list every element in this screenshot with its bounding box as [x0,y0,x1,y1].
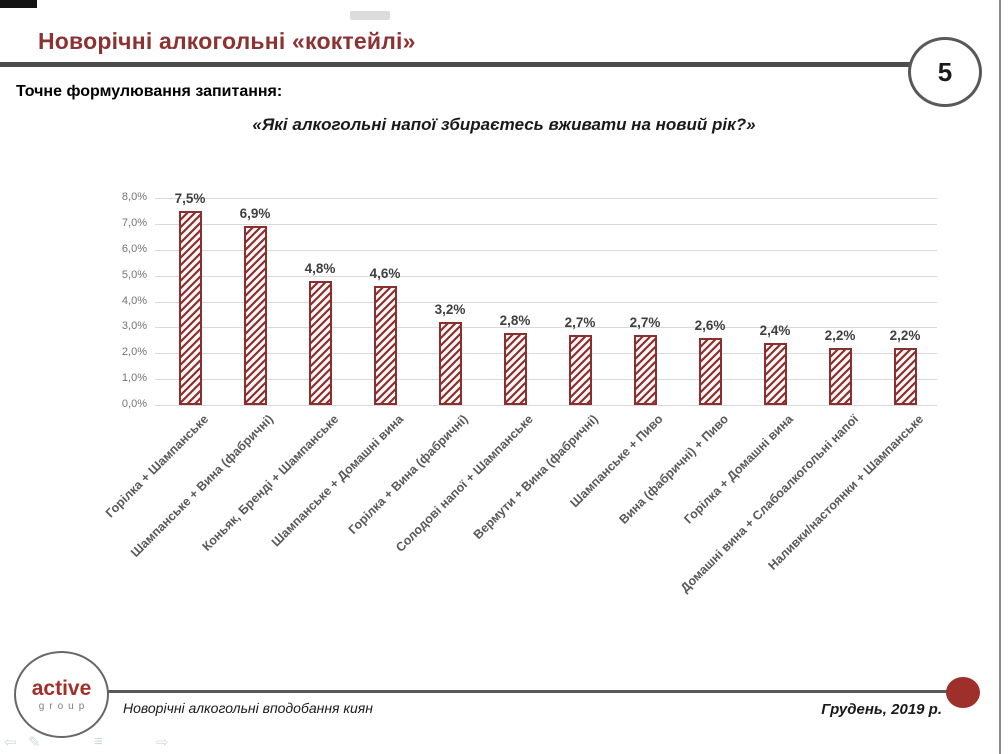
footer-date: Грудень, 2019 р. [821,701,942,718]
footer-divider [60,690,948,693]
chart-bar [568,335,592,405]
bar-value-label: 2,6% [694,317,726,333]
bar-value-label: 2,7% [629,315,661,331]
bar-value-label: 6,9% [239,206,271,222]
bar-value-label: 3,2% [434,302,466,318]
chart-gridline [155,327,937,329]
chart-bar [308,280,332,405]
category-label: Шампанське + Вина (фабричні) [128,412,276,560]
viewer-forward-icon[interactable]: ⇨ [156,734,169,751]
question-text: «Які алкогольні напої збираєтесь вживати… [252,115,756,134]
chart-bar [178,210,202,405]
bar-value-label: 2,8% [499,312,531,328]
bar-value-label: 4,6% [369,265,401,281]
chart-bar [503,332,527,405]
footer-accent-dot [946,677,980,708]
chart-bar [698,337,722,405]
chart-bar [828,348,852,405]
viewer-back-icon[interactable]: ⇦ [4,734,17,751]
chart-bar [243,226,267,405]
category-label: Горілка + Домашні вина [681,412,796,527]
chart-bar [893,348,917,405]
chart-bar [763,342,787,405]
y-axis-tick-label: 8,0% [121,191,147,203]
chart-gridline [155,198,937,199]
viewer-menu-icon[interactable]: ≡ [94,733,103,750]
logo-secondary-text: group [38,700,90,712]
top-smudge-artifact [350,11,390,20]
chart-gridline [155,301,937,303]
category-label: Вина (фабричні) + Пиво [616,412,731,527]
bar-value-label: 2,2% [824,328,856,344]
y-axis-tick-label: 4,0% [121,294,147,307]
chart-bar [633,335,657,405]
chart-bar [373,285,397,405]
active-group-logo: active group [14,651,109,738]
category-label: Солодові напої + Шампанське [393,412,536,555]
chart-gridline [155,275,937,277]
chart-bar [438,322,462,405]
y-axis-tick-label: 2,0% [121,346,147,359]
chart-gridline [155,249,937,251]
chart-gridline [155,223,937,225]
chart-gridline [155,405,937,406]
viewer-pen-icon[interactable]: ✎ [28,734,41,751]
page-number-badge: 5 [908,37,982,107]
bar-value-label: 7,5% [174,190,206,206]
page-number: 5 [937,56,953,87]
slide-right-border [999,0,1001,754]
category-label: Горілка + Шампанське [102,412,211,521]
footer-caption: Новорічні алкогольні вподобання киян [123,700,373,716]
logo-primary-text: active [31,676,92,700]
bar-value-label: 2,4% [759,322,791,338]
chart-gridline [155,353,937,355]
y-axis-tick-label: 3,0% [121,320,147,333]
y-axis-tick-label: 7,0% [121,216,147,229]
bar-value-label: 4,8% [304,260,336,276]
y-axis-tick-label: 1,0% [121,372,147,385]
header-divider [0,62,910,67]
category-label: Шампанське + Домашні вина [268,412,406,550]
y-axis-tick-label: 0,0% [121,398,147,410]
question-label: Точне формулювання запитання: [16,83,283,100]
y-axis-tick-label: 6,0% [121,242,147,255]
category-label: Коньяк, Бренді + Шампанське [199,412,341,554]
slide-title: Новорічні алкогольні «коктейлі» [38,28,416,54]
top-left-artifact [0,0,37,8]
chart-gridline [155,379,937,381]
category-label: Горілка + Вина (фабричні) [345,412,471,538]
category-label: Вермути + Вина (фабричні) [470,412,601,543]
y-axis-tick-label: 5,0% [121,268,147,281]
bar-value-label: 2,7% [564,315,596,331]
bar-value-label: 2,2% [889,328,921,344]
